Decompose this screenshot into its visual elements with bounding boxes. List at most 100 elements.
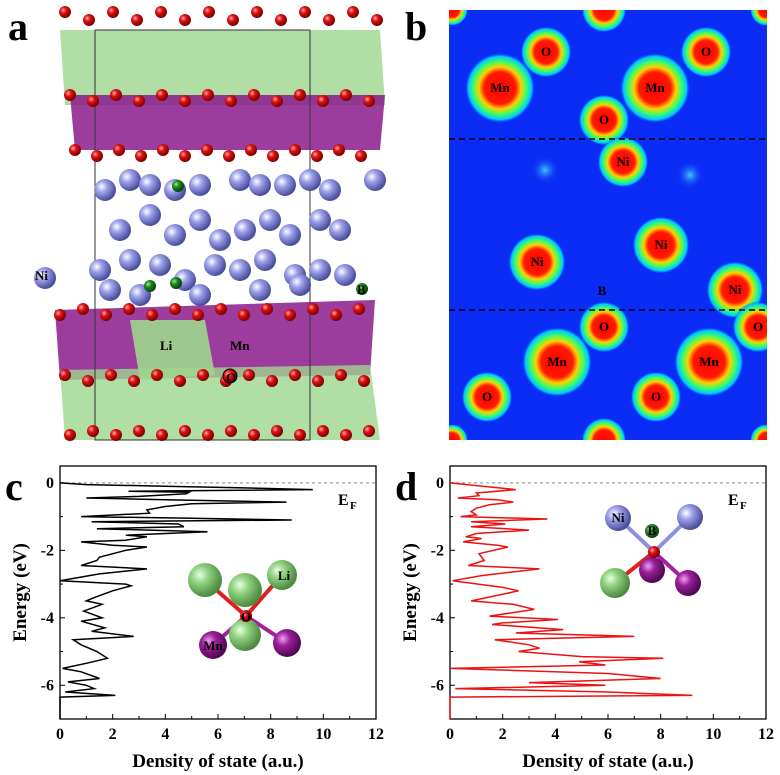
mn-density-spot bbox=[673, 326, 745, 398]
x-tick-label: 12 bbox=[758, 726, 774, 743]
unit-cell bbox=[94, 29, 311, 441]
o-atom bbox=[251, 6, 263, 18]
map-label-mn: Mn bbox=[490, 80, 510, 95]
o-atom bbox=[227, 14, 239, 26]
x-tick-label: 2 bbox=[499, 726, 507, 743]
ni-atom bbox=[119, 169, 141, 191]
o-atom bbox=[133, 425, 145, 437]
o-atom bbox=[179, 425, 191, 437]
panel-c-label: c bbox=[5, 464, 23, 509]
y-tick-label: -2 bbox=[41, 542, 54, 559]
map-label-b: B bbox=[598, 283, 607, 298]
y-tick-label: -4 bbox=[431, 610, 444, 627]
o-atom bbox=[299, 6, 311, 18]
o-atom bbox=[192, 309, 204, 321]
o-atom bbox=[197, 369, 209, 381]
map-label-o: O bbox=[753, 319, 763, 334]
x-tick-label: 12 bbox=[368, 726, 384, 743]
o-atom bbox=[225, 425, 237, 437]
o-density-spot bbox=[578, 301, 630, 353]
x-tick-label: 6 bbox=[214, 726, 222, 743]
o-atom bbox=[317, 95, 329, 107]
faint-spot bbox=[676, 161, 704, 189]
o-atom bbox=[245, 144, 257, 156]
b-atom bbox=[170, 277, 182, 289]
o-atom bbox=[59, 6, 71, 18]
ni-atom bbox=[94, 179, 116, 201]
x-axis-label: Density of state (a.u.) bbox=[132, 751, 304, 772]
o-atom bbox=[155, 6, 167, 18]
o-atom bbox=[267, 150, 279, 162]
o-atom bbox=[133, 95, 145, 107]
ni-atom bbox=[109, 219, 131, 241]
ni-atom bbox=[34, 267, 56, 289]
o-atom bbox=[110, 429, 122, 441]
dos-series-line bbox=[59, 482, 313, 719]
x-tick-label: 10 bbox=[705, 726, 721, 743]
panel-d-label: d bbox=[395, 464, 417, 509]
o-density-spot bbox=[520, 26, 572, 78]
ni-atom bbox=[309, 209, 331, 231]
o-atom bbox=[179, 150, 191, 162]
ni-density-spot bbox=[597, 136, 649, 188]
ni-atom bbox=[605, 505, 631, 531]
ni-atom bbox=[329, 219, 351, 241]
o-atom bbox=[113, 144, 125, 156]
bottom-li-polyhedra-layer bbox=[60, 365, 380, 440]
o-atom bbox=[135, 150, 147, 162]
o-atom bbox=[107, 6, 119, 18]
ni-atom bbox=[99, 279, 121, 301]
b-atom bbox=[172, 180, 184, 192]
li-atom bbox=[229, 619, 261, 651]
o-atom bbox=[223, 150, 235, 162]
o-atom bbox=[648, 546, 660, 558]
b-atom bbox=[356, 283, 368, 295]
ni-atom bbox=[229, 169, 251, 191]
o-atom bbox=[340, 89, 352, 101]
o-atom bbox=[355, 150, 367, 162]
o-atom bbox=[363, 425, 375, 437]
map-label-o: O bbox=[599, 112, 609, 127]
map-label-ni: Ni bbox=[655, 237, 668, 252]
ni-density-spot bbox=[508, 233, 566, 291]
mn-atom bbox=[675, 570, 701, 596]
o-atom bbox=[240, 610, 252, 622]
ni-atom bbox=[139, 174, 161, 196]
mn-atom bbox=[639, 557, 665, 583]
o-atom bbox=[203, 6, 215, 18]
o-density-spot bbox=[630, 371, 682, 423]
ni-density-spot bbox=[632, 216, 690, 274]
map-label-o: O bbox=[541, 44, 551, 59]
b-atom bbox=[144, 280, 156, 292]
o-atom bbox=[179, 14, 191, 26]
o-atom bbox=[312, 375, 324, 387]
o-atom bbox=[358, 375, 370, 387]
ni-atom bbox=[249, 174, 271, 196]
o-atom bbox=[179, 95, 191, 107]
o-density-spot bbox=[732, 301, 767, 353]
o-atom bbox=[82, 375, 94, 387]
ni-atom bbox=[677, 504, 703, 530]
x-tick-label: 4 bbox=[551, 726, 559, 743]
ni-atom bbox=[234, 219, 256, 241]
map-label-mn: Mn bbox=[547, 354, 567, 369]
edge-density-spot bbox=[750, 424, 767, 440]
ni-atom bbox=[189, 174, 211, 196]
panel-a-crystal-structure: a Ni B Li Mn O bbox=[8, 4, 386, 441]
panel-c-dos-chart: 0 2 4 6 8 10 12 0 -2 -4 -6 Density of state (a.u.) E… bbox=[5, 464, 384, 772]
x-tick-label: 10 bbox=[315, 726, 331, 743]
faint-spot bbox=[531, 156, 559, 184]
panel-b-label: b bbox=[405, 4, 427, 49]
y-axis-label: Energy (eV) bbox=[10, 543, 31, 642]
fermi-level-annotation: E bbox=[728, 492, 739, 509]
y-tick-label: -6 bbox=[431, 677, 444, 694]
panel-d-dos-chart: 0 2 4 6 8 10 12 0 -2 -4 -6 Density of state (a.u.) E… bbox=[395, 464, 774, 772]
o-atom bbox=[202, 429, 214, 441]
map-label-mn: Mn bbox=[699, 354, 719, 369]
ni-atom bbox=[189, 209, 211, 231]
x-tick-label: 6 bbox=[604, 726, 612, 743]
x-tick-label: 0 bbox=[446, 726, 454, 743]
atom-label-o: O bbox=[226, 370, 236, 385]
ni-atom bbox=[334, 264, 356, 286]
